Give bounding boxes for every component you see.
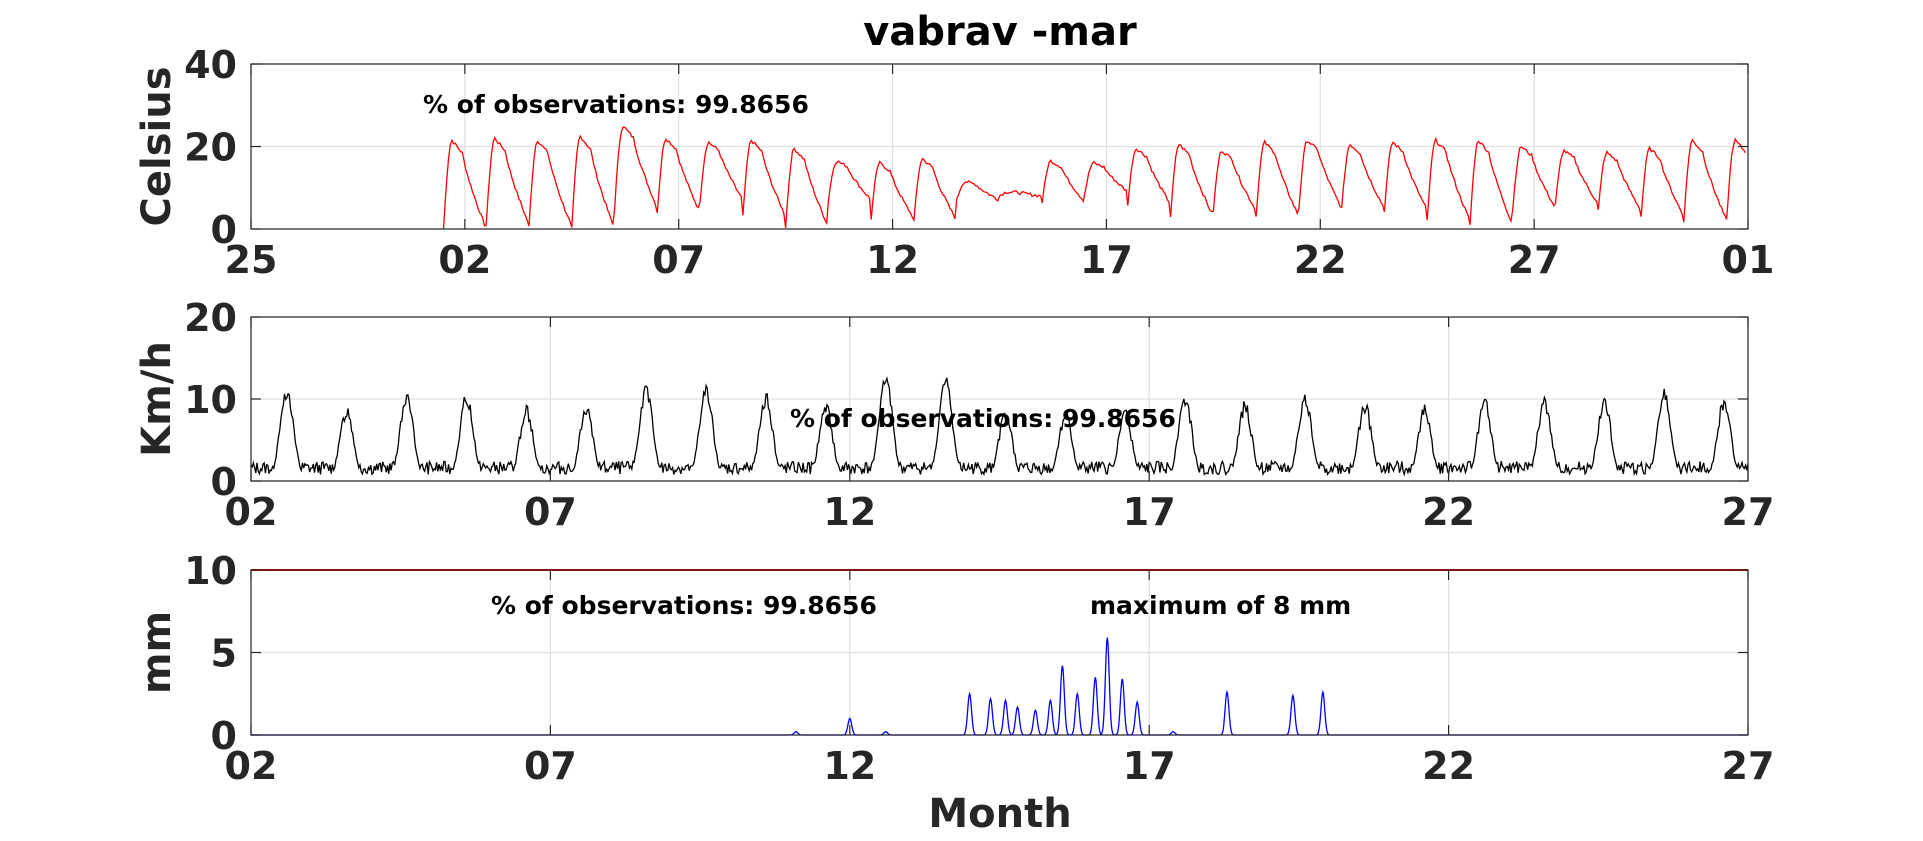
temperature-series-line: [442, 126, 1746, 230]
precipitation-observations-annotation: % of observations: 99.8656: [491, 591, 877, 620]
precipitation-x-tick-label: 07: [524, 744, 577, 788]
temperature-x-tick-label: 07: [652, 238, 705, 282]
temperature-x-tick-label: 22: [1294, 238, 1347, 282]
temperature-panel: 25 02 07 12 17 22 27 01 0 20 40 Celsius % of obser…: [134, 43, 1774, 282]
temperature-x-tick-label: 27: [1508, 238, 1561, 282]
precipitation-x-tick-label: 22: [1422, 744, 1475, 788]
temperature-x-tick-label: 02: [438, 238, 491, 282]
temperature-x-tick-label: 17: [1080, 238, 1133, 282]
temperature-y-tick-label: 40: [184, 43, 237, 87]
wind-ylabel: Km/h: [134, 341, 180, 457]
wind-x-tick-label: 27: [1722, 490, 1775, 534]
precipitation-panel: 02 07 12 17 22 27 0 5 10 mm % of observations: 9…: [134, 549, 1774, 788]
precipitation-x-tick-label: 02: [225, 744, 278, 788]
temperature-ticks: 25 02 07 12 17 22 27 01 0 20 40: [184, 43, 1774, 282]
wind-x-tick-label: 17: [1123, 490, 1176, 534]
wind-series-line: [250, 376, 1749, 477]
precipitation-ylabel: mm: [134, 611, 180, 694]
wind-x-tick-label: 22: [1422, 490, 1475, 534]
figure-title: vabrav -mar: [863, 9, 1137, 55]
wind-ticks: 02 07 12 17 22 27 0 10 20: [184, 296, 1774, 534]
wind-x-tick-label: 12: [823, 490, 876, 534]
wind-observations-annotation: % of observations: 99.8656: [790, 404, 1176, 433]
wind-x-tick-label: 07: [524, 490, 577, 534]
precipitation-y-tick-label: 0: [211, 714, 237, 758]
temperature-ylabel: Celsius: [134, 67, 180, 227]
wind-y-tick-label: 10: [184, 378, 237, 422]
precipitation-x-tick-label: 17: [1123, 744, 1176, 788]
temperature-x-tick-label: 01: [1722, 238, 1775, 282]
wind-y-tick-label: 0: [211, 460, 237, 504]
precipitation-x-tick-label: 27: [1722, 744, 1775, 788]
precipitation-x-tick-label: 12: [823, 744, 876, 788]
precipitation-ticks: 02 07 12 17 22 27 0 5 10: [184, 549, 1774, 788]
wind-y-tick-label: 20: [184, 296, 237, 340]
x-axis-label: Month: [928, 791, 1071, 837]
precipitation-y-tick-label: 10: [184, 549, 237, 593]
wind-panel: 02 07 12 17 22 27 0 10 20 Km/h % of observations…: [134, 296, 1774, 534]
temperature-y-tick-label: 20: [184, 126, 237, 170]
precipitation-y-tick-label: 5: [211, 632, 237, 676]
temperature-y-tick-label: 0: [211, 208, 237, 252]
precipitation-maximum-annotation: maximum of 8 mm: [1090, 591, 1351, 620]
wind-x-tick-label: 02: [225, 490, 278, 534]
temperature-observations-annotation: % of observations: 99.8656: [423, 90, 809, 119]
temperature-x-tick-label: 12: [866, 238, 919, 282]
temperature-x-tick-label: 25: [225, 238, 278, 282]
